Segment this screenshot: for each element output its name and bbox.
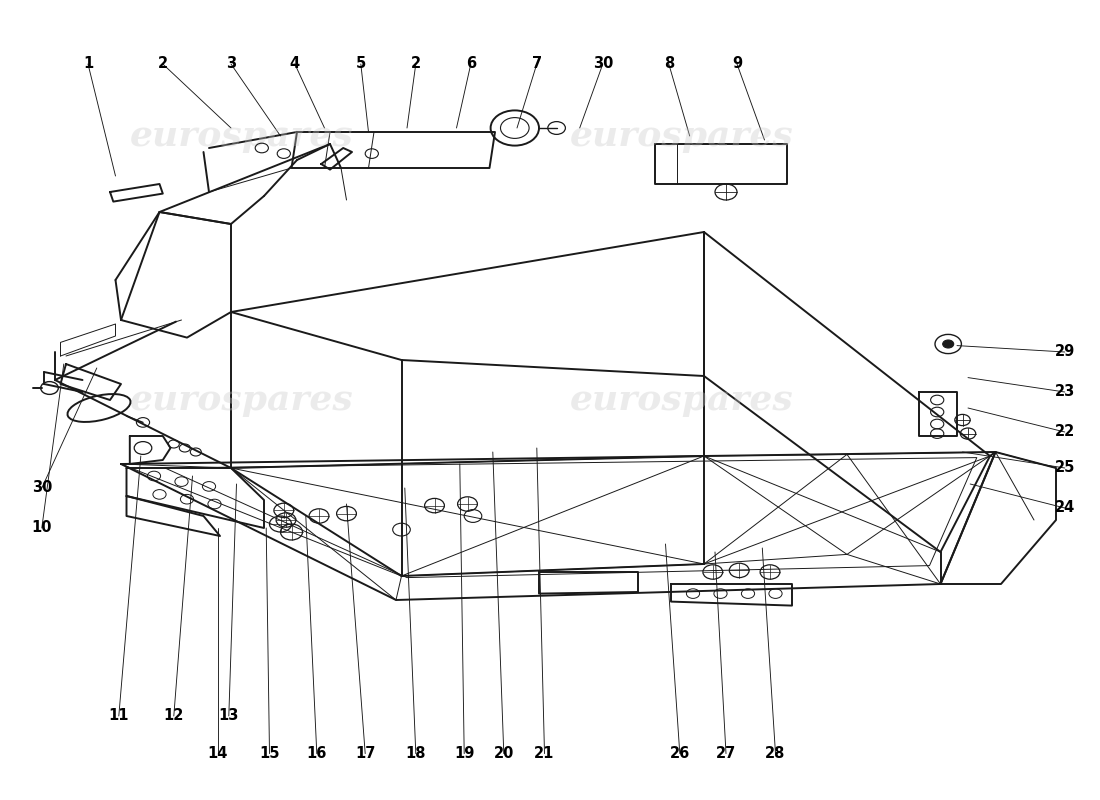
- Text: 9: 9: [732, 57, 742, 71]
- Circle shape: [943, 340, 954, 348]
- Text: 27: 27: [716, 746, 736, 761]
- Text: 1: 1: [82, 57, 94, 71]
- Text: 8: 8: [663, 57, 674, 71]
- Text: 26: 26: [670, 746, 690, 761]
- Text: 30: 30: [32, 481, 52, 495]
- Text: 29: 29: [1055, 345, 1075, 359]
- Text: 5: 5: [355, 57, 366, 71]
- Text: 23: 23: [1055, 385, 1075, 399]
- Text: 10: 10: [32, 521, 52, 535]
- Text: 13: 13: [219, 709, 239, 723]
- Text: 4: 4: [289, 57, 300, 71]
- Text: 2: 2: [410, 57, 421, 71]
- Text: 2: 2: [157, 57, 168, 71]
- Text: 17: 17: [355, 746, 375, 761]
- Text: 21: 21: [535, 746, 554, 761]
- Text: 20: 20: [494, 746, 514, 761]
- Text: 22: 22: [1055, 425, 1075, 439]
- Text: 19: 19: [454, 746, 474, 761]
- Text: 15: 15: [260, 746, 279, 761]
- Text: eurospares: eurospares: [570, 119, 794, 153]
- Text: 28: 28: [766, 746, 785, 761]
- Text: 25: 25: [1055, 461, 1075, 475]
- Text: 12: 12: [164, 709, 184, 723]
- Text: 3: 3: [226, 57, 236, 71]
- Text: 16: 16: [307, 746, 327, 761]
- Text: 18: 18: [406, 746, 426, 761]
- Text: 11: 11: [109, 709, 129, 723]
- Text: 14: 14: [208, 746, 228, 761]
- Text: eurospares: eurospares: [130, 383, 354, 417]
- Text: 24: 24: [1055, 501, 1075, 515]
- Text: 6: 6: [465, 57, 476, 71]
- Text: 7: 7: [531, 57, 542, 71]
- Text: eurospares: eurospares: [130, 119, 354, 153]
- Text: 30: 30: [593, 57, 613, 71]
- Text: eurospares: eurospares: [570, 383, 794, 417]
